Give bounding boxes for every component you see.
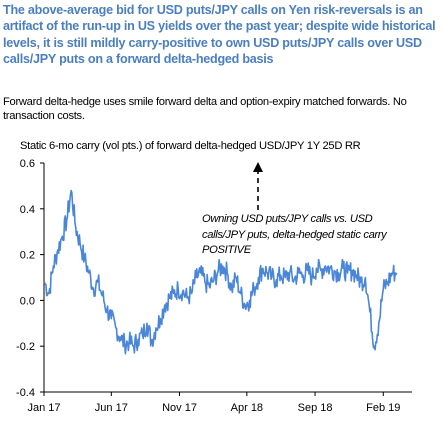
chart-series <box>43 189 398 355</box>
y-tick-label: -0.4 <box>16 387 35 399</box>
series-line <box>43 189 398 355</box>
x-tick-label: Sep 18 <box>298 402 333 414</box>
x-tick-label: Feb 19 <box>366 402 400 414</box>
chart-axes: -0.4 -0.2 0.0 0.2 0.4 0.6 Jan 17 Jun 17 Nov 17 Ap… <box>16 158 412 414</box>
chart-title: Static 6-mo carry (vol pts.) of forward … <box>20 140 361 152</box>
y-tick-label: 0.4 <box>20 204 35 216</box>
y-tick-label: 0.2 <box>20 250 35 262</box>
chart-annotation: Owning USD puts/JPY calls vs. USD calls/… <box>202 212 392 259</box>
x-tick-label: Nov 17 <box>162 402 197 414</box>
arrow-head <box>253 162 263 172</box>
chart-subtitle: Forward delta-hedge uses smile forward d… <box>3 96 407 122</box>
annotation-arrow <box>253 162 263 210</box>
y-tick-label: 0.6 <box>20 158 35 170</box>
x-tick-label: Jun 17 <box>95 402 128 414</box>
x-tick-label: Apr 18 <box>231 402 263 414</box>
x-tick-label: Jan 17 <box>27 402 60 414</box>
headline: The above-average bid for USD puts/JPY c… <box>3 3 436 67</box>
y-tick-label: 0.0 <box>20 295 35 307</box>
y-tick-label: -0.2 <box>16 341 35 353</box>
